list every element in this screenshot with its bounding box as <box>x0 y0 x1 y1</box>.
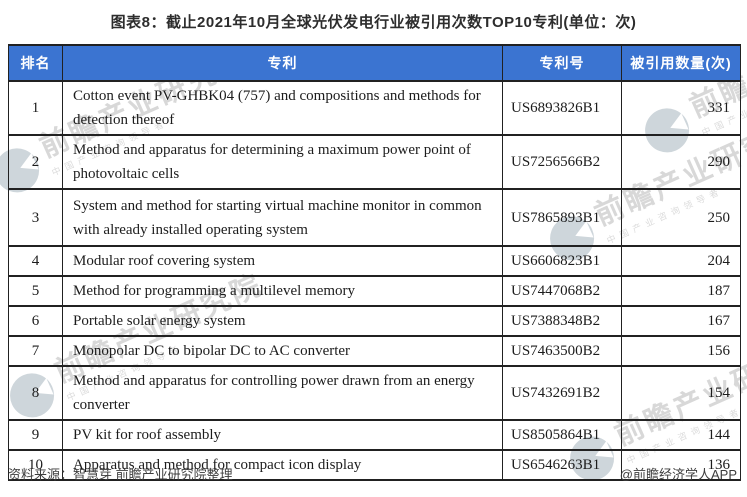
patent-number-cell: US8505864B1 <box>502 419 622 451</box>
citation-count-cell: 187 <box>621 275 741 307</box>
citation-count-cell: 250 <box>621 188 741 247</box>
rank-cell: 10 <box>8 449 63 481</box>
citation-count-cell: 290 <box>621 134 741 190</box>
patent-title-cell: Method for programming a multilevel memo… <box>62 275 503 307</box>
page-title: 图表8：截止2021年10月全球光伏发电行业被引用次数TOP10专利(单位：次) <box>110 14 637 31</box>
table-row: 8 Method and apparatus for controlling po… <box>8 365 741 421</box>
rank-cell: 6 <box>8 305 63 337</box>
citation-count-cell: 136 <box>621 449 741 481</box>
footer: 资料来源：智慧芽 前瞻产业研究院整理 @前瞻经济学人APP <box>8 464 737 483</box>
table-row: 9 PV kit for roof assembly US8505864B1 144 <box>8 419 741 451</box>
patent-title-cell: Cotton event PV-GHBK04 (757) and composi… <box>62 80 503 136</box>
patent-number-cell: US7447068B2 <box>502 275 622 307</box>
rank-cell: 8 <box>8 365 63 421</box>
rank-cell: 7 <box>8 335 63 367</box>
credit-note: @前瞻经济学人APP <box>619 467 737 482</box>
citation-count-cell: 204 <box>621 245 741 277</box>
patent-number-cell: US7432691B2 <box>502 365 622 421</box>
patent-title-cell: Apparatus and method for compact icon di… <box>62 449 503 481</box>
patent-table: 排名 专利 专利号 被引用数量(次) 1 Cotton event PV-GHBK… <box>8 44 741 481</box>
citation-count-cell: 154 <box>621 365 741 421</box>
patent-number-cell: US7256566B2 <box>502 134 622 190</box>
citation-count-cell: 144 <box>621 419 741 451</box>
table-row: 1 Cotton event PV-GHBK04 (757) and compos… <box>8 80 741 136</box>
patent-number-cell: US7865893B1 <box>502 188 622 247</box>
rank-cell: 4 <box>8 245 63 277</box>
patent-title-cell: System and method for starting virtual m… <box>62 188 503 247</box>
patent-number-cell: US7388348B2 <box>502 305 622 337</box>
header-patent-number: 专利号 <box>502 44 622 82</box>
citation-count-cell: 167 <box>621 305 741 337</box>
rank-cell: 5 <box>8 275 63 307</box>
patent-number-cell: US7463500B2 <box>502 335 622 367</box>
header-rank: 排名 <box>8 44 63 82</box>
patent-number-cell: US6893826B1 <box>502 80 622 136</box>
patent-table-container: 排名 专利 专利号 被引用数量(次) 1 Cotton event PV-GHBK… <box>8 44 741 481</box>
header-patent: 专利 <box>62 44 503 82</box>
citation-count-cell: 156 <box>621 335 741 367</box>
patent-number-cell: US6606823B1 <box>502 245 622 277</box>
rank-cell: 3 <box>8 188 63 247</box>
patent-title-cell: Monopolar DC to bipolar DC to AC convert… <box>62 335 503 367</box>
table-row: 6 Portable solar energy system US7388348B2… <box>8 305 741 337</box>
patent-title-cell: Method and apparatus for determining a m… <box>62 134 503 190</box>
table-row: 4 Modular roof covering system US6606823B1… <box>8 245 741 277</box>
patent-title-cell: Portable solar energy system <box>62 305 503 337</box>
table-row: 3 System and method for starting virtual … <box>8 188 741 247</box>
patent-table-body: 1 Cotton event PV-GHBK04 (757) and compos… <box>8 80 741 481</box>
rank-cell: 9 <box>8 419 63 451</box>
patent-title-cell: PV kit for roof assembly <box>62 419 503 451</box>
source-note: 资料来源：智慧芽 前瞻产业研究院整理 <box>8 467 233 482</box>
rank-cell: 2 <box>8 134 63 190</box>
citation-count-cell: 331 <box>621 80 741 136</box>
header-citations: 被引用数量(次) <box>621 44 741 82</box>
patent-title-cell: Method and apparatus for controlling pow… <box>62 365 503 421</box>
patent-title-cell: Modular roof covering system <box>62 245 503 277</box>
table-header-row: 排名 专利 专利号 被引用数量(次) <box>8 44 741 82</box>
table-row: 5 Method for programming a multilevel mem… <box>8 275 741 307</box>
table-row: 7 Monopolar DC to bipolar DC to AC conver… <box>8 335 741 367</box>
table-row: 2 Method and apparatus for determining a … <box>8 134 741 190</box>
rank-cell: 1 <box>8 80 63 136</box>
